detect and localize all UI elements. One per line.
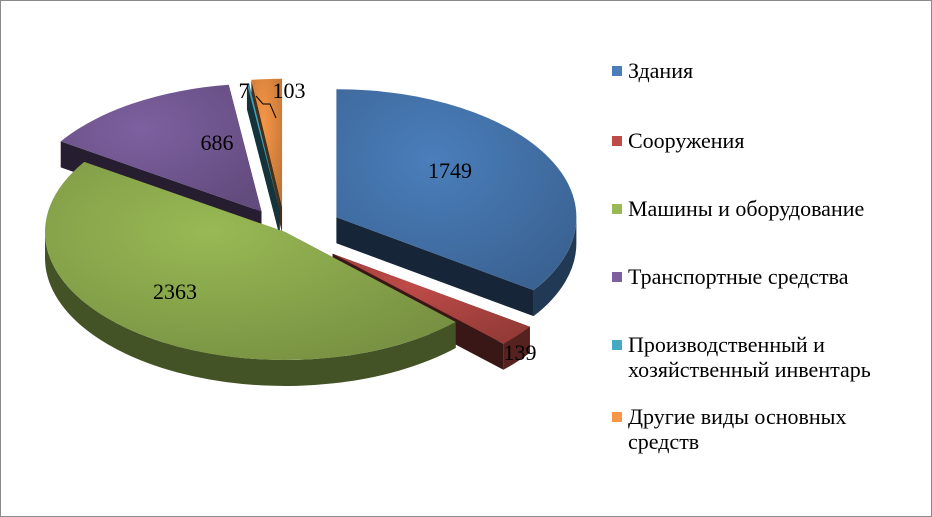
data-label-4: 7 [239, 78, 250, 103]
legend-item-3: Транспортные средства [612, 264, 849, 289]
legend-swatch-0 [612, 66, 622, 76]
pie-slice-2 [45, 161, 456, 360]
pie-slice-1 [332, 253, 530, 344]
slice-rim-0-0 [533, 217, 577, 317]
data-label-3: 686 [201, 130, 234, 155]
legend-label-2: Машины и оборудование [628, 196, 864, 221]
data-label-5: 103 [273, 78, 306, 103]
legend-swatch-2 [612, 204, 622, 214]
legend-label-line: хозяйственный инвентарь [628, 357, 871, 382]
legend-swatch-4 [612, 340, 622, 350]
legend-item-5: Другие виды основных средств [612, 404, 846, 454]
slice-rim-1-0 [503, 326, 530, 370]
legend-swatch-5 [612, 412, 622, 422]
legend-swatch-3 [612, 272, 622, 282]
legend-item-2: Машины и оборудование [612, 196, 864, 221]
legend-item-1: Сооружения [612, 128, 744, 153]
data-label-0: 1749 [428, 158, 472, 183]
pie-slice-5 [251, 78, 283, 207]
legend-label-0: Здания [628, 58, 693, 83]
legend-label-1: Сооружения [628, 128, 744, 153]
pie-slice-3 [60, 84, 262, 212]
legend-label-line: Другие виды основных [628, 404, 847, 429]
legend-label-line: Сооружения [628, 128, 745, 153]
legend-label-line: Производственный и [628, 332, 825, 357]
legend-label-3: Транспортные средства [628, 264, 849, 289]
slice-wall-end-0 [336, 217, 534, 317]
slice-rim-2-0 [45, 232, 456, 387]
data-label-2: 2363 [153, 279, 197, 304]
slice-wall-end-4 [249, 83, 280, 237]
legend-swatch-1 [612, 136, 622, 146]
legend-item-0: Здания [612, 58, 693, 83]
legend-label-line: Транспортные средства [628, 264, 849, 289]
leader-line-4 [255, 95, 277, 119]
legend-label-line: Здания [628, 58, 694, 83]
legend-label-line: средств [628, 429, 700, 454]
data-labels: 1749 139 2363 686 7 103 [153, 78, 537, 365]
pie-slice-0 [336, 89, 577, 291]
legend-item-4: Производственный и хозяйственный инвентар… [612, 332, 871, 382]
data-label-1: 139 [504, 340, 537, 365]
legend-label-4: Производственный и хозяйственный инвентар… [628, 332, 871, 382]
legend-label-5: Другие виды основных средств [628, 404, 846, 454]
pie-slice-4 [246, 83, 280, 211]
legend-label-line: Машины и оборудование [628, 196, 865, 221]
pie-tops [45, 78, 577, 360]
